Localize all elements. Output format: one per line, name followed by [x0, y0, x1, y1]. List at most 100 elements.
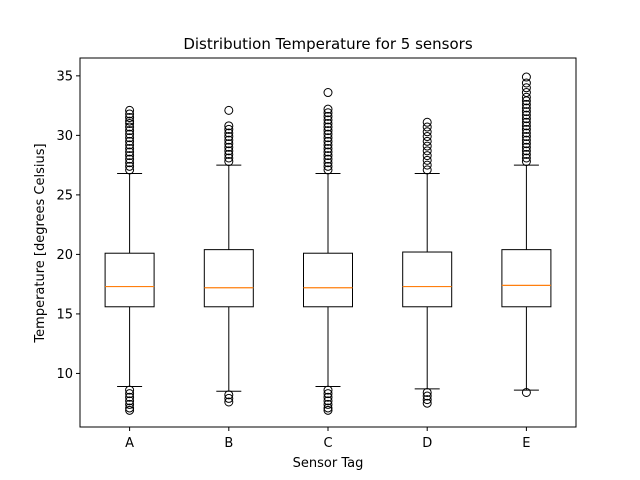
outlier-point [422, 398, 432, 408]
chart-title: Distribution Temperature for 5 sensors [183, 35, 472, 53]
outlier-point [422, 387, 432, 397]
outlier-point [323, 122, 333, 132]
outlier-point [224, 142, 234, 152]
outlier-point [125, 113, 135, 123]
outlier-point [224, 390, 234, 400]
outlier-point [521, 121, 531, 131]
outlier-point [422, 395, 432, 405]
outlier-point [521, 157, 531, 167]
outlier-point [422, 132, 432, 142]
outlier-point [125, 109, 135, 119]
outlier-point [125, 405, 135, 415]
x-tick-label: E [522, 436, 530, 451]
outlier-point [224, 132, 234, 142]
axes-frame [79, 57, 577, 428]
outlier-point [125, 403, 135, 413]
outlier-point [125, 118, 135, 128]
outlier-point [521, 78, 531, 88]
outlier-point [422, 117, 432, 127]
outlier-point [224, 105, 234, 115]
outlier-point [323, 399, 333, 409]
outlier-point [323, 136, 333, 146]
outlier-point [125, 105, 135, 115]
outlier-point [422, 165, 432, 175]
y-tick-label: 35 [56, 69, 73, 84]
outlier-point [323, 118, 333, 128]
outlier-point [521, 387, 531, 397]
box-iqr [402, 251, 453, 308]
outlier-point [323, 403, 333, 413]
outlier-point [521, 110, 531, 120]
outlier-point [521, 149, 531, 159]
plot-area: 10 15 20 25 30 35 A B C D E [56, 69, 552, 451]
outlier-point [125, 126, 135, 136]
outlier-point [323, 143, 333, 153]
outlier-point [125, 392, 135, 402]
outlier-point [125, 165, 135, 175]
outlier-point [521, 132, 531, 142]
x-axis-label: Sensor Tag [293, 456, 364, 471]
outlier-point [521, 92, 531, 102]
outlier-point [323, 133, 333, 143]
box-iqr [203, 249, 254, 308]
outlier-point [224, 124, 234, 134]
outlier-point [521, 88, 531, 98]
outlier-point [323, 405, 333, 415]
outlier-point [125, 158, 135, 168]
outlier-point [224, 393, 234, 403]
outlier-point [323, 147, 333, 157]
x-tick-label: A [125, 436, 134, 451]
box-iqr [104, 252, 155, 308]
outlier-point [323, 385, 333, 395]
outlier-point [521, 135, 531, 145]
box-iqr [501, 249, 552, 308]
outlier-point [125, 140, 135, 150]
outlier-point [125, 143, 135, 153]
outlier-point [521, 146, 531, 156]
outlier-point [323, 108, 333, 118]
y-tick-label: 15 [56, 307, 73, 322]
outlier-point [521, 139, 531, 149]
outlier-point [521, 107, 531, 117]
outlier-point [521, 99, 531, 109]
outlier-point [224, 157, 234, 167]
outlier-point [125, 396, 135, 406]
outlier-point [125, 136, 135, 146]
outlier-point [323, 140, 333, 150]
outlier-point [224, 139, 234, 149]
outlier-point [323, 165, 333, 175]
outlier-point [323, 88, 333, 98]
outlier-point [224, 146, 234, 156]
outlier-point [323, 129, 333, 139]
outlier-point [125, 116, 135, 126]
outlier-point [125, 133, 135, 143]
y-axis-label: Temperature [degrees Celsius] [33, 143, 48, 343]
outlier-point [224, 153, 234, 163]
outlier-point [323, 126, 333, 136]
outlier-point [224, 397, 234, 407]
outlier-point [422, 155, 432, 165]
outlier-point [224, 128, 234, 138]
outlier-point [422, 391, 432, 401]
x-tick-label: C [323, 436, 332, 451]
y-tick-label: 25 [56, 188, 73, 203]
outlier-point [422, 151, 432, 161]
x-tick-label: D [422, 436, 432, 451]
outlier-point [125, 154, 135, 164]
outlier-point [125, 151, 135, 161]
outlier-point [224, 121, 234, 131]
x-tick-label: B [224, 436, 233, 451]
outlier-point [422, 122, 432, 132]
outlier-point [521, 72, 531, 82]
outlier-point [323, 115, 333, 125]
outlier-point [323, 111, 333, 121]
outlier-point [422, 141, 432, 151]
outlier-point [323, 392, 333, 402]
outlier-point [323, 161, 333, 171]
outlier-point [125, 385, 135, 395]
outlier-point [521, 114, 531, 124]
outlier-point [521, 83, 531, 93]
outlier-point [323, 158, 333, 168]
